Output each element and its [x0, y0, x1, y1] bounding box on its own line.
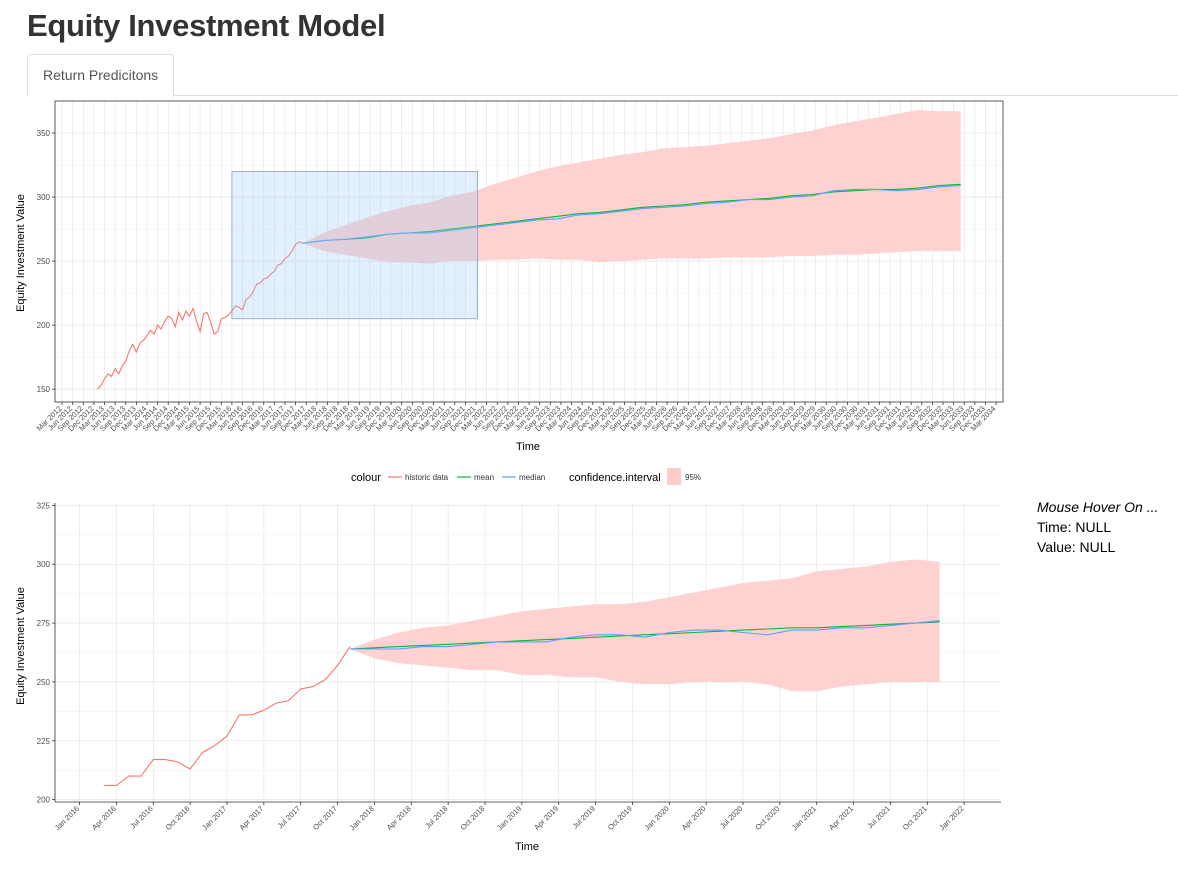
y-tick-label: 225 [37, 737, 51, 746]
legend-label-mean: mean [474, 473, 494, 482]
legend-label-historic: historic data [405, 473, 449, 482]
x-axis-title: Time [516, 441, 540, 453]
hover-value: Value: NULL [1037, 539, 1116, 555]
y-tick-label: 300 [37, 560, 51, 569]
x-tick-label: Oct 2017 [311, 804, 339, 832]
x-tick-label: Apr 2018 [385, 804, 413, 832]
x-tick-label: Apr 2021 [827, 804, 855, 832]
x-tick-label: Jan 2017 [200, 804, 228, 832]
x-tick-label: Jan 2021 [790, 804, 818, 832]
x-tick-label: Jan 2018 [348, 804, 376, 832]
hover-info-panel: Mouse Hover On ... Time: NULL Value: NUL… [1037, 497, 1158, 557]
confidence-band [349, 559, 940, 692]
y-tick-label: 325 [37, 501, 51, 510]
confidence-band [302, 110, 961, 264]
historic-data-line [97, 241, 303, 390]
x-tick-label: Apr 2016 [90, 804, 118, 832]
x-tick-label: Jul 2016 [128, 804, 154, 830]
mean-line [349, 621, 940, 650]
y-tick-label: 200 [37, 796, 51, 805]
tab-bar: Return Predicitons [27, 54, 1178, 97]
y-tick-label: 250 [37, 678, 51, 687]
legend-key-ci [667, 468, 681, 485]
y-tick-label: 250 [37, 257, 51, 266]
x-tick-label: Jul 2018 [423, 804, 449, 830]
x-tick-label: Jan 2020 [643, 804, 671, 832]
hover-time: Time: NULL [1037, 519, 1112, 535]
tab-return-predictions[interactable]: Return Predicitons [27, 54, 175, 97]
historic-data-line [104, 646, 351, 787]
forecast-chart-zoomed[interactable]: 200 225 250 275 300 325 Jan 2016 Apr 2016 Jul 20… [0, 493, 1010, 863]
legend: colour historic data mean median confide… [351, 468, 701, 485]
legend-ci-title: confidence.interval [569, 472, 661, 484]
y-tick-label: 150 [37, 385, 51, 394]
y-tick-label: 200 [37, 321, 51, 330]
hover-heading: Mouse Hover On ... [1037, 499, 1159, 515]
x-tick-label: Oct 2020 [753, 804, 781, 832]
legend-label-median: median [519, 473, 545, 482]
x-tick-label: Oct 2018 [459, 804, 487, 832]
x-tick-label: Apr 2019 [532, 804, 560, 832]
x-tick-label: Jul 2021 [865, 804, 891, 830]
x-tick-label: Oct 2016 [164, 804, 192, 832]
x-tick-label: Oct 2021 [901, 804, 929, 832]
y-axis-title: Equity Investment Value [15, 194, 27, 312]
x-tick-label: Apr 2017 [237, 804, 265, 832]
x-tick-label: Oct 2019 [606, 804, 634, 832]
y-tick-label: 350 [37, 129, 51, 138]
x-axis-title: Time [515, 841, 539, 853]
x-tick-label: Apr 2020 [680, 804, 708, 832]
legend-label-ci: 95% [685, 473, 701, 482]
x-tick-label: Jul 2019 [571, 804, 597, 830]
x-tick-label: Jan 2022 [937, 804, 965, 832]
x-tick-label: Jan 2019 [495, 804, 523, 832]
x-tick-label: Jul 2020 [718, 804, 744, 830]
y-tick-label: 300 [37, 193, 51, 202]
x-tick-label: Jan 2016 [53, 804, 81, 832]
y-tick-label: 275 [37, 619, 51, 628]
legend-colour-title: colour [351, 472, 381, 484]
median-line [349, 620, 940, 650]
median-line [302, 184, 961, 244]
page-title: Equity Investment Model [27, 8, 386, 43]
brush-selection-box [231, 171, 479, 320]
y-axis-title: Equity Investment Value [15, 587, 27, 705]
x-tick-label: Jul 2017 [276, 804, 302, 830]
